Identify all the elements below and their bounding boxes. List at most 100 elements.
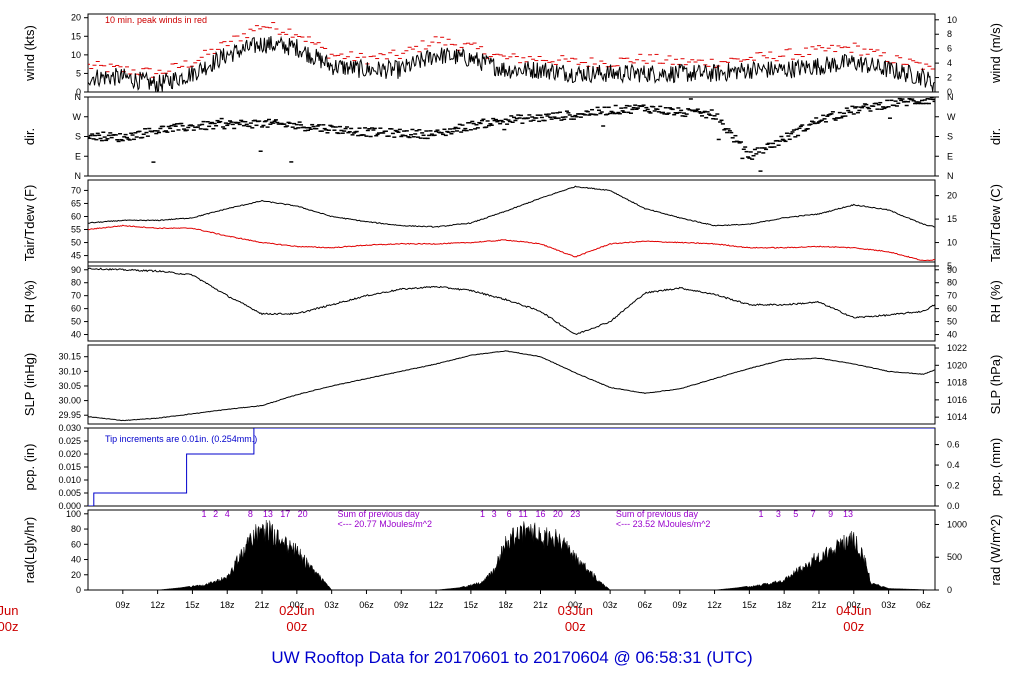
- pcp-right-tick-label: 0.0: [947, 501, 960, 511]
- time-tick-label: 12z: [707, 600, 722, 610]
- wind-right-tick-label: 10: [947, 15, 957, 25]
- time-tick-label: 06z: [916, 600, 931, 610]
- slp-right-tick-label: 1016: [947, 395, 967, 405]
- day-label-date: 04Jun: [836, 603, 871, 618]
- rad-hour-marker: 1: [480, 509, 485, 519]
- time-tick-label: 18z: [498, 600, 513, 610]
- temp-right-axis-label: Tair/Tdew (C): [988, 184, 1003, 262]
- rad-hour-marker: 13: [263, 509, 273, 519]
- rad-hour-marker: 9: [828, 509, 833, 519]
- dir-data: [88, 97, 935, 172]
- pcp-right-tick-label: 0.6: [947, 440, 960, 450]
- time-tick-label: 21z: [255, 600, 270, 610]
- rad-hour-marker: 4: [225, 509, 230, 519]
- time-tick-label: 18z: [777, 600, 792, 610]
- dir-right-tick-label: W: [947, 112, 956, 122]
- slp-left-tick-label: 30.05: [58, 381, 81, 391]
- rh-left-tick-label: 40: [71, 330, 81, 340]
- time-tick-label: 06z: [359, 600, 374, 610]
- rad-hour-marker: 1: [202, 509, 207, 519]
- rad-hour-marker: 2: [213, 509, 218, 519]
- rh-frame: [87, 261, 936, 342]
- slp-right-axis-label: SLP (hPa): [988, 355, 1003, 415]
- rad-right-tick-label: 0: [947, 585, 952, 595]
- temp-series-tdew-line: [88, 224, 935, 262]
- time-tick-label: 09z: [116, 600, 131, 610]
- temp-right-tick-label: 20: [947, 191, 957, 201]
- rad-sum-value: <--- 20.77 MJoules/m^2: [337, 519, 432, 529]
- rh-left-tick-label: 90: [71, 265, 81, 275]
- wind-left-tick-label: 15: [71, 31, 81, 41]
- wind-panel: wind (kts) wind (m/s) 0 5 10 15 20 0 2 4 6 8 10 10 mi…: [22, 13, 1003, 97]
- dir-left-tick-label: E: [75, 151, 81, 161]
- rh-left-tick-label: 60: [71, 304, 81, 314]
- wind-left-tick-label: 5: [76, 68, 81, 78]
- dir-right-axis-label: dir.: [988, 128, 1003, 145]
- day-label-hour: 00z: [0, 619, 18, 634]
- temp-right-tick-label: 15: [947, 214, 957, 224]
- rad-hour-marker: 7: [811, 509, 816, 519]
- rad-hour-marker: 1: [758, 509, 763, 519]
- rad-hour-marker: 11: [518, 509, 527, 519]
- rad-right-axis-label: rad (W/m^2): [988, 514, 1003, 585]
- wind-left-tick-label: 0: [76, 87, 81, 97]
- rh-left-axis-label: RH (%): [22, 280, 37, 323]
- temp-left-axis-label: Tair/Tdew (F): [22, 185, 37, 262]
- pcp-right-axis-label: pcp. (mm): [988, 438, 1003, 497]
- wind-frame: [87, 13, 936, 93]
- rh-right-tick-label: 50: [947, 317, 957, 327]
- pcp-left-tick-label: 0.030: [58, 423, 81, 433]
- time-tick-label: 00z: [847, 600, 862, 610]
- rad-hour-marker: 6: [507, 509, 512, 519]
- rad-left-tick-label: 100: [66, 509, 81, 519]
- slp-data: [88, 350, 935, 422]
- rad-left-tick-label: 60: [71, 539, 81, 549]
- rad-sum-title: Sum of previous day: [337, 509, 420, 519]
- rad-hour-marker: 20: [553, 509, 563, 519]
- slp-left-tick-label: 30.15: [58, 352, 81, 362]
- slp-right-tick-label: 1014: [947, 412, 967, 422]
- slp-frame: [87, 344, 936, 425]
- rad-hour-marker: 20: [298, 509, 308, 519]
- temp-left-tick-label: 55: [71, 225, 81, 235]
- rh-right-axis-label: RH (%): [988, 280, 1003, 323]
- pcp-right-tick-label: 0.4: [947, 460, 960, 470]
- pcp-series-0-line: [88, 428, 935, 506]
- wind-right-tick-label: 0: [947, 87, 952, 97]
- rad-hour-marker: 23: [570, 509, 580, 519]
- slp-right-tick-label: 1022: [947, 343, 967, 353]
- wind-data: [88, 22, 935, 92]
- dir-left-axis-label: dir.: [22, 128, 37, 145]
- wind-left-axis-label: wind (kts): [22, 25, 37, 82]
- pcp-left-tick-label: 0.010: [58, 475, 81, 485]
- rh-right-tick-label: 60: [947, 304, 957, 314]
- wind-annotation: 10 min. peak winds in red: [105, 15, 207, 25]
- temp-left-tick-label: 70: [71, 185, 81, 195]
- time-tick-label: 15z: [464, 600, 479, 610]
- dir-left-tick-label: S: [75, 132, 81, 142]
- slp-left-axis-label: SLP (inHg): [22, 353, 37, 416]
- rad-right-tick-label: 500: [947, 552, 962, 562]
- rad-right-tick-label: 1000: [947, 519, 967, 529]
- time-tick-label: 12z: [429, 600, 444, 610]
- rh-panel: RH (%) RH (%) 40 50 60 70 80 90 40 50 60 70 80 90: [22, 261, 1003, 342]
- dir-left-tick-label: W: [73, 112, 82, 122]
- rad-left-tick-label: 80: [71, 524, 81, 534]
- wind-right-axis-label: wind (m/s): [988, 23, 1003, 84]
- wind-right-tick-label: 6: [947, 44, 952, 54]
- day-label-hour: 00z: [565, 619, 586, 634]
- rad-hour-marker: 3: [492, 509, 497, 519]
- rad-hour-marker: 5: [793, 509, 798, 519]
- slp-panel: SLP (inHg) SLP (hPa) 29.95 30.00 30.05 30.10 3…: [22, 343, 1003, 425]
- slp-left-tick-label: 30.10: [58, 366, 81, 376]
- rad-left-axis-label: rad(Lgly/hr): [22, 517, 37, 583]
- rad-hour-marker: 3: [776, 509, 781, 519]
- rad-hour-marker: 16: [535, 509, 545, 519]
- pcp-data: [88, 428, 935, 506]
- rh-left-tick-label: 80: [71, 278, 81, 288]
- pcp-left-tick-label: 0.000: [58, 501, 81, 511]
- time-tick-label: 09z: [672, 600, 687, 610]
- pcp-left-tick-label: 0.015: [58, 462, 81, 472]
